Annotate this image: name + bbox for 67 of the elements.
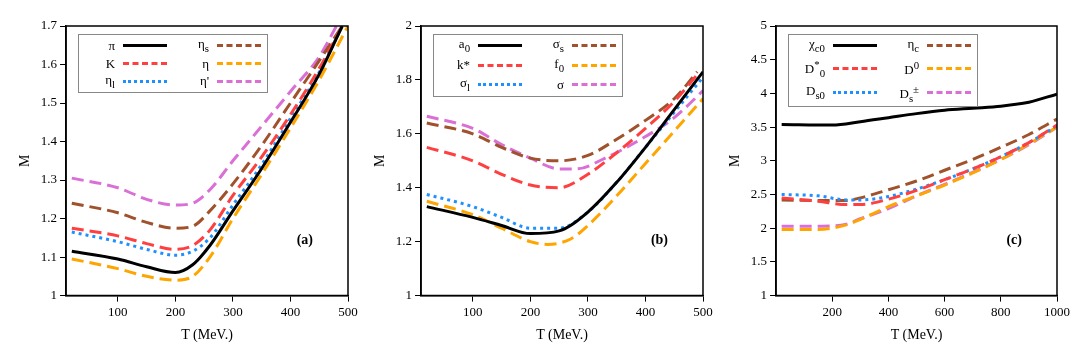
x-axis-title: T (MeV.) <box>890 327 943 344</box>
legend-label: σ <box>556 76 565 93</box>
x-axis-title: T (MeV.) <box>536 327 589 344</box>
legend-label: a$_{0}$ <box>457 36 471 56</box>
legend-label: σ$_{l}$ <box>459 75 471 95</box>
line-series <box>425 73 699 190</box>
x-tick-label: 200 <box>165 303 186 319</box>
legend-label: η' <box>198 73 210 90</box>
x-tick-label: 400 <box>878 303 899 319</box>
y-tick-label: 1.1 <box>40 248 58 264</box>
y-tick-label: 1 <box>50 287 58 303</box>
legend-label: D$^{0}$ <box>903 58 920 79</box>
y-tick-label: 1.8 <box>395 71 413 87</box>
x-tick-label: 200 <box>520 303 541 319</box>
x-tick-label: 300 <box>223 303 243 319</box>
legend-label: η <box>201 55 210 72</box>
y-tick-label: 3 <box>760 152 768 168</box>
annotation: (a) <box>296 232 314 249</box>
annotation: (b) <box>650 232 669 249</box>
x-tick-label: 1000 <box>1044 303 1070 319</box>
y-tick-label: 1.2 <box>395 233 413 249</box>
y-tick-label: 5 <box>760 17 768 33</box>
x-axis-title: T (MeV.) <box>181 327 234 344</box>
x-tick-label: 200 <box>822 303 842 319</box>
x-tick-label: 800 <box>991 303 1011 319</box>
y-axis-title: M <box>727 154 743 168</box>
y-tick-label: 1.6 <box>40 55 58 71</box>
y-tick-label: 4 <box>760 84 768 100</box>
legend-label: f$_{0}$ <box>553 55 565 76</box>
x-tick-label: 400 <box>635 303 656 319</box>
y-axis-title: M <box>372 154 388 168</box>
y-tick-label: 1.2 <box>40 209 58 225</box>
x-tick-label: 500 <box>693 303 713 319</box>
x-tick-label: 300 <box>578 303 598 319</box>
legend-label: K <box>104 55 116 72</box>
y-tick-label: 1 <box>760 287 768 303</box>
legend-label: D$_{s0}$ <box>805 83 826 103</box>
y-tick-label: 2 <box>760 219 768 235</box>
y-tick-label: 1.7 <box>40 17 58 33</box>
y-tick-label: 1.4 <box>40 132 58 148</box>
y-axis-title: M <box>17 154 33 168</box>
x-tick-label: 500 <box>338 303 358 319</box>
x-tick-label: 400 <box>280 303 301 319</box>
line-series <box>425 97 703 246</box>
y-tick-label: 1.3 <box>40 171 58 187</box>
legend-label: χ$_{c0}$ <box>808 36 826 56</box>
legend-label: η$_{c}$ <box>906 36 920 56</box>
y-tick-label: 2.5 <box>750 185 768 201</box>
legend-label: k* <box>456 57 471 74</box>
y-tick-label: 1.4 <box>395 179 413 195</box>
y-tick-label: 1.6 <box>395 125 413 141</box>
y-tick-label: 1.5 <box>40 94 58 110</box>
legend-label: π <box>107 37 116 54</box>
line-series <box>425 89 703 171</box>
legend-label: η$_{l}$ <box>104 71 116 92</box>
y-tick-label: 3.5 <box>750 118 768 134</box>
y-tick-label: 1.5 <box>750 253 768 269</box>
y-tick-label: 4.5 <box>750 51 768 67</box>
legend-label: η$_{s}$ <box>197 36 210 56</box>
x-tick-label: 100 <box>463 303 483 319</box>
x-tick-label: 600 <box>934 303 955 319</box>
y-tick-label: 1 <box>405 287 413 303</box>
line-series <box>425 70 699 163</box>
y-tick-label: 2 <box>405 17 413 33</box>
legend-label: σ$_{s}$ <box>551 36 565 56</box>
annotation: (c) <box>1006 232 1023 249</box>
x-tick-label: 100 <box>108 303 128 319</box>
